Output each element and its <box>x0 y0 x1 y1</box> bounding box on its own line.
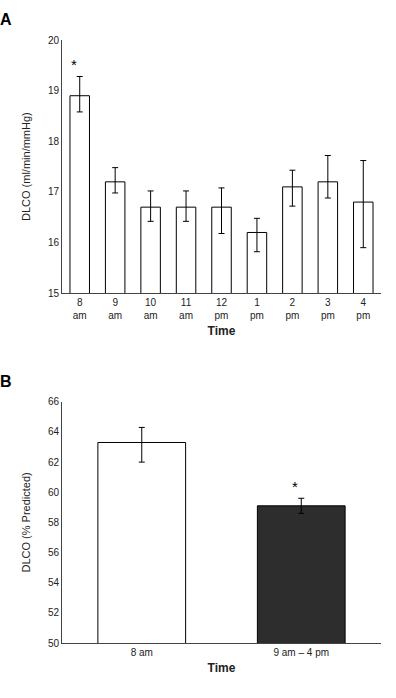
svg-text:10am: 10am <box>144 297 158 321</box>
svg-text:54: 54 <box>48 577 60 588</box>
svg-text:8 am: 8 am <box>131 647 153 658</box>
svg-text:64: 64 <box>48 426 60 437</box>
svg-text:8am: 8am <box>73 297 87 321</box>
svg-text:B: B <box>0 373 12 390</box>
svg-text:11am: 11am <box>179 297 193 321</box>
svg-text:*: * <box>292 478 298 495</box>
svg-text:66: 66 <box>48 396 60 407</box>
svg-text:58: 58 <box>48 517 60 528</box>
svg-text:18: 18 <box>48 136 60 147</box>
svg-text:20: 20 <box>48 35 60 46</box>
svg-text:9 am – 4 pm: 9 am – 4 pm <box>273 647 329 658</box>
svg-text:52: 52 <box>48 607 60 618</box>
svg-text:2pm: 2pm <box>285 297 299 321</box>
svg-text:15: 15 <box>48 288 60 299</box>
svg-text:17: 17 <box>48 186 60 197</box>
svg-text:9am: 9am <box>108 297 122 321</box>
svg-text:DLCO (ml/min/mmHg): DLCO (ml/min/mmHg) <box>20 112 32 221</box>
svg-text:3pm: 3pm <box>321 297 335 321</box>
svg-text:DLCO (% Predicted): DLCO (% Predicted) <box>20 472 32 572</box>
svg-text:Time: Time <box>208 661 236 675</box>
svg-text:16: 16 <box>48 237 60 248</box>
svg-text:*: * <box>71 56 77 73</box>
svg-text:1pm: 1pm <box>250 297 264 321</box>
svg-text:50: 50 <box>48 638 60 649</box>
svg-text:62: 62 <box>48 457 60 468</box>
svg-text:60: 60 <box>48 487 60 498</box>
svg-text:A: A <box>0 11 12 28</box>
svg-text:56: 56 <box>48 547 60 558</box>
svg-text:19: 19 <box>48 85 60 96</box>
svg-text:12pm: 12pm <box>215 297 229 321</box>
svg-text:Time: Time <box>208 324 236 338</box>
svg-text:4pm: 4pm <box>356 297 370 321</box>
